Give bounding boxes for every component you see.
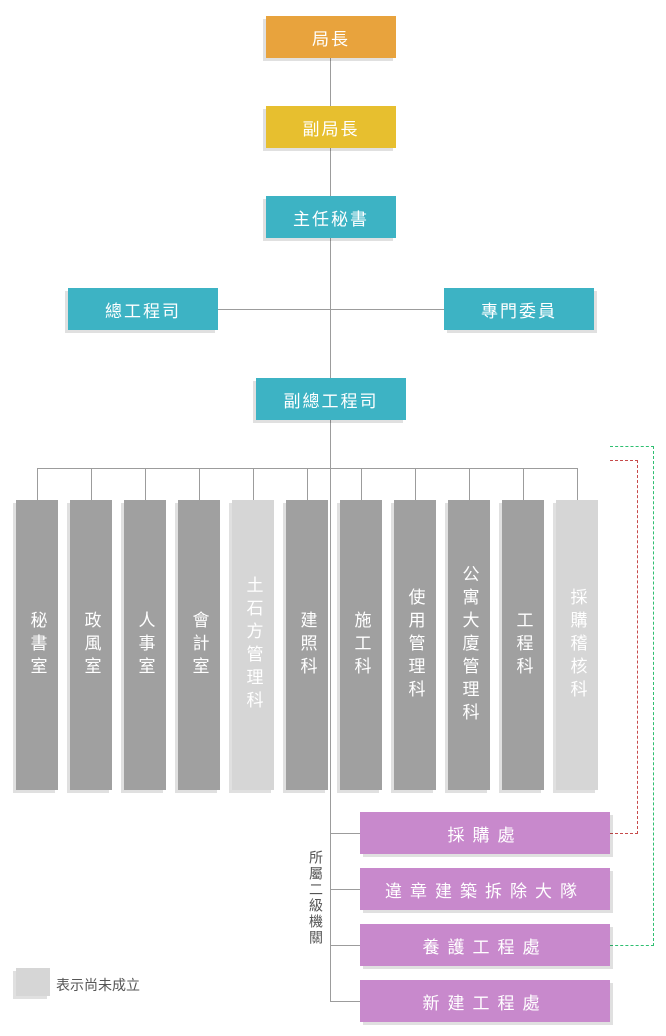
dept-label-personnel: 人事室 (133, 611, 158, 680)
node-specialist: 專門委員 (444, 288, 594, 330)
dept-label-secretariat: 秘書室 (25, 611, 50, 680)
dept-drop-personnel (145, 468, 146, 500)
dept-drop-engineering (523, 468, 524, 500)
node-deputy-director: 副局長 (266, 106, 396, 148)
dept-ethics: 政風室 (70, 500, 112, 790)
dept-label-construction: 施工科 (349, 611, 374, 680)
dept-drop-construction (361, 468, 362, 500)
suborg-new-construction-office: 新建工程處 (360, 980, 610, 1022)
dept-engineering: 工程科 (502, 500, 544, 790)
dept-label-engineering: 工程科 (511, 611, 536, 680)
dept-accounting: 會計室 (178, 500, 220, 790)
dept-drop-procurement-audit (577, 468, 578, 500)
spine-line-2 (330, 420, 331, 1001)
dept-label-ethics: 政風室 (79, 611, 104, 680)
dept-earthwork: 土石方管理科 (232, 500, 274, 790)
dept-drop-accounting (199, 468, 200, 500)
node-chief-secretary: 主任秘書 (266, 196, 396, 238)
suborg-tee-new-construction-office (330, 1001, 360, 1002)
dept-condo-mgmt: 公寓大廈管理科 (448, 500, 490, 790)
dept-drop-building-permit (307, 468, 308, 500)
suborg-maintenance-office: 養護工程處 (360, 924, 610, 966)
suborg-tee-procurement-office (330, 833, 360, 834)
dept-personnel: 人事室 (124, 500, 166, 790)
suborg-procurement-office: 採購處 (360, 812, 610, 854)
dept-drop-ethics (91, 468, 92, 500)
dept-label-accounting: 會計室 (187, 611, 212, 680)
dept-drop-secretariat (37, 468, 38, 500)
node-director: 局長 (266, 16, 396, 58)
dept-secretariat: 秘書室 (16, 500, 58, 790)
dept-drop-condo-mgmt (469, 468, 470, 500)
node-chief-engineer: 總工程司 (68, 288, 218, 330)
suborg-tee-demolition-brigade (330, 889, 360, 890)
dept-label-building-permit: 建照科 (295, 611, 320, 680)
dept-construction: 施工科 (340, 500, 382, 790)
suborg-tee-maintenance-office (330, 945, 360, 946)
legend-text: 表示尚未成立 (56, 975, 140, 995)
dept-drop-earthwork (253, 468, 254, 500)
suborg-demolition-brigade: 違章建築拆除大隊 (360, 868, 610, 910)
dashed-red (610, 460, 638, 834)
dept-label-usage-mgmt: 使用管理科 (403, 588, 428, 703)
dept-drop-usage-mgmt (415, 468, 416, 500)
side-label-sub-orgs: 所屬二級機關 (306, 850, 326, 946)
dept-procurement-audit: 採購稽核科 (556, 500, 598, 790)
dept-label-condo-mgmt: 公寓大廈管理科 (457, 565, 482, 726)
dept-label-procurement-audit: 採購稽核科 (565, 588, 590, 703)
dept-building-permit: 建照科 (286, 500, 328, 790)
node-deputy-chief-engineer: 副總工程司 (256, 378, 406, 420)
legend-swatch (16, 968, 50, 996)
dept-label-earthwork: 土石方管理科 (241, 576, 266, 714)
dept-usage-mgmt: 使用管理科 (394, 500, 436, 790)
